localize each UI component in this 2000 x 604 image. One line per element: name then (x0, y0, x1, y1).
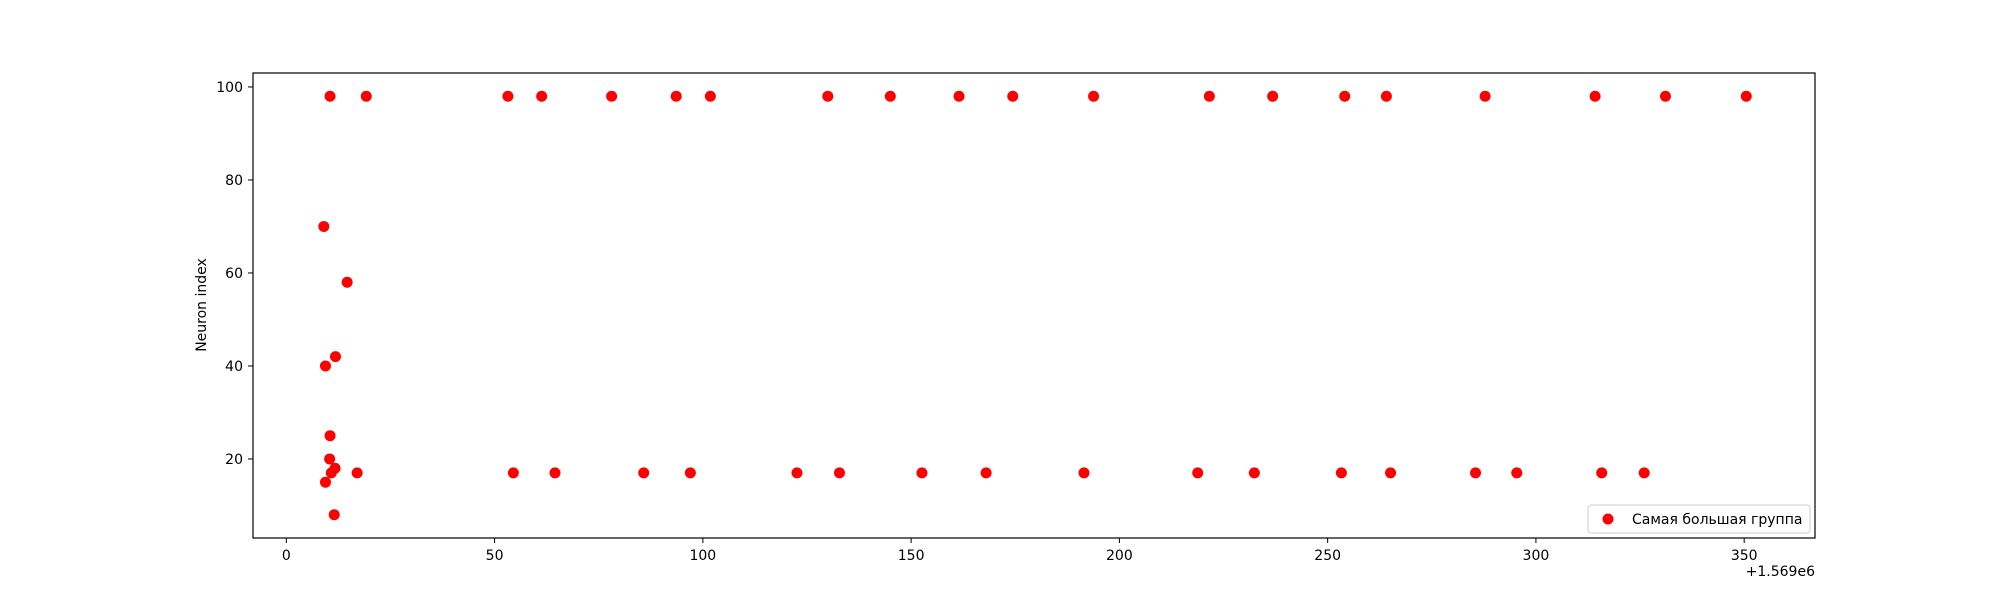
data-point (1192, 467, 1204, 479)
data-point (638, 467, 650, 479)
x-tick-label: 0 (282, 548, 291, 564)
data-point (1088, 90, 1100, 102)
data-point (328, 509, 340, 521)
data-point (318, 220, 330, 232)
x-tick-label: 200 (1106, 548, 1133, 564)
data-point (1339, 90, 1351, 102)
legend-marker (1602, 513, 1614, 525)
data-point (536, 90, 548, 102)
data-point (916, 467, 928, 479)
data-point (1659, 90, 1671, 102)
data-point (360, 90, 372, 102)
x-tick-label: 100 (689, 548, 716, 564)
y-tick-label: 100 (216, 80, 243, 96)
data-point (324, 453, 336, 465)
data-point (1385, 467, 1397, 479)
data-point (953, 90, 965, 102)
x-tick-label: 300 (1523, 548, 1550, 564)
data-point (325, 467, 337, 479)
data-point (1511, 467, 1523, 479)
y-tick-label: 60 (225, 266, 243, 282)
data-point (1203, 90, 1215, 102)
data-point (324, 90, 336, 102)
data-point (833, 467, 845, 479)
data-point (980, 467, 992, 479)
data-point (791, 467, 803, 479)
x-axis-offset-label: +1.569e6 (1746, 564, 1815, 580)
legend-frame (1587, 504, 1811, 534)
data-point (1078, 467, 1090, 479)
data-point (684, 467, 696, 479)
data-point (884, 90, 896, 102)
y-tick-label: 40 (225, 359, 243, 375)
data-point (1638, 467, 1650, 479)
data-point (319, 360, 331, 372)
data-point (549, 467, 561, 479)
data-point (670, 90, 682, 102)
data-points (318, 90, 1752, 521)
data-point (341, 276, 353, 288)
x-tick-label: 50 (486, 548, 504, 564)
x-tick-label: 150 (898, 548, 925, 564)
data-point (1589, 90, 1601, 102)
y-tick-label: 80 (225, 173, 243, 189)
data-point (606, 90, 618, 102)
axis-ticks: 0 50 100 150 200 250 300 350 20 40 60 80 100 (216, 80, 1757, 564)
data-point (1596, 467, 1608, 479)
data-point (704, 90, 716, 102)
data-point (1007, 90, 1019, 102)
data-point (329, 351, 341, 363)
data-point (1335, 467, 1347, 479)
data-point (1470, 467, 1482, 479)
y-axis-label: Neuron index (194, 258, 210, 352)
data-point (1740, 90, 1752, 102)
plot-frame (252, 72, 1816, 539)
x-tick-label: 250 (1314, 548, 1341, 564)
y-tick-label: 20 (225, 452, 243, 468)
data-point (502, 90, 514, 102)
data-point (1380, 90, 1392, 102)
data-point (1267, 90, 1279, 102)
data-point (319, 476, 331, 488)
legend: Самая большая группа (1587, 504, 1811, 534)
legend-entry-label: Самая большая группа (1632, 512, 1802, 528)
data-point (324, 430, 336, 442)
x-tick-label: 350 (1731, 548, 1758, 564)
data-point (351, 467, 363, 479)
data-point (507, 467, 519, 479)
data-point (1248, 467, 1260, 479)
data-point (1479, 90, 1491, 102)
data-point (822, 90, 834, 102)
